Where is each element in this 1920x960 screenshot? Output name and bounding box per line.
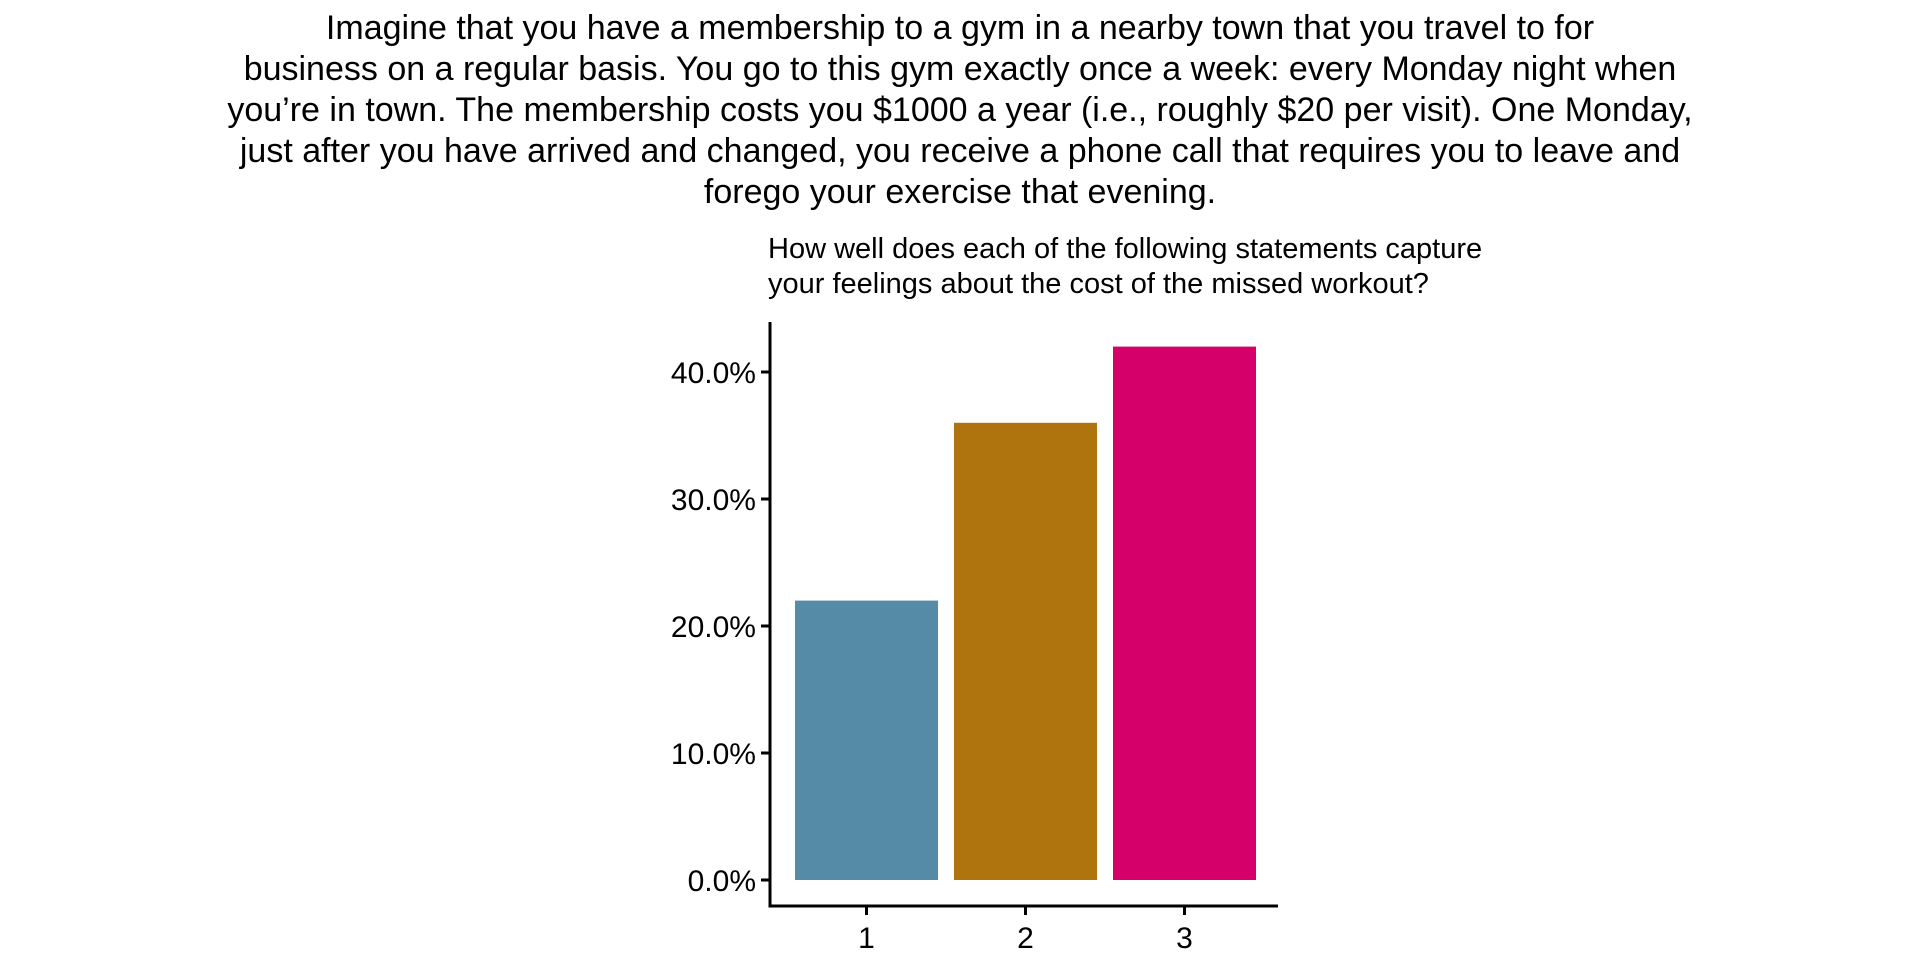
y-tick-label: 20.0% <box>671 611 756 644</box>
bar-2 <box>954 422 1097 880</box>
y-tick-label: 0.0% <box>688 865 756 898</box>
y-tick-label: 30.0% <box>671 484 756 517</box>
chart-title-line: your feelings about the cost of the miss… <box>768 268 1429 300</box>
scenario-line: you’re in town. The membership costs you… <box>227 91 1693 129</box>
scenario-text: Imagine that you have a membership to a … <box>110 8 1810 213</box>
bars-group <box>795 346 1256 881</box>
y-axis: 0.0% 10.0% 20.0% 30.0% 40.0% <box>671 322 772 906</box>
bar-3 <box>1113 346 1256 881</box>
x-tick-label: 3 <box>1176 922 1193 955</box>
scenario-line: just after you have arrived and changed,… <box>239 132 1681 170</box>
x-tick-label: 1 <box>858 922 875 955</box>
scenario-line: forego your exercise that evening. <box>703 173 1217 211</box>
y-tick-label: 40.0% <box>671 357 756 390</box>
chart-title-line: How well does each of the following stat… <box>768 233 1483 265</box>
scenario-line: business on a regular basis. You go to t… <box>243 50 1677 88</box>
x-axis: 1 2 3 <box>768 904 1278 955</box>
x-tick-label: 2 <box>1017 922 1034 955</box>
bar-1 <box>795 600 938 880</box>
scenario-line: Imagine that you have a membership to a … <box>325 9 1595 47</box>
y-tick-label: 10.0% <box>671 738 756 771</box>
chart-title: How well does each of the following stat… <box>768 232 1668 302</box>
